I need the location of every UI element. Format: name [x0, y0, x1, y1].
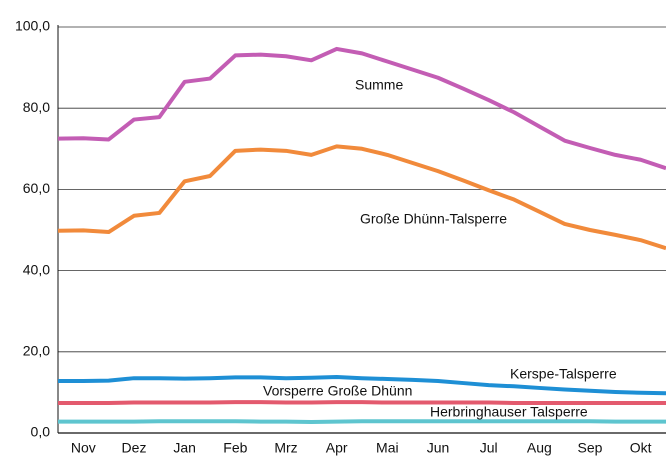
y-tick-label: 80,0 [23, 99, 50, 115]
x-tick-label: Jan [173, 440, 196, 456]
series-label: Summe [355, 77, 403, 93]
series-line [58, 374, 666, 396]
series-label: Vorsperre Große Dhünn [263, 383, 412, 399]
x-tick-label: Feb [223, 440, 247, 456]
series-label: Große Dhünn-Talsperre [360, 211, 507, 227]
x-tick-label: Apr [326, 440, 348, 456]
series-label: Kerspe-Talsperre [510, 366, 617, 382]
x-tick-label: Sep [578, 440, 603, 456]
x-tick-label: Jul [480, 440, 498, 456]
x-tick-label: Jun [427, 440, 450, 456]
x-tick-label: Dez [122, 440, 147, 456]
x-tick-label: Okt [630, 440, 652, 456]
x-tick-label: Nov [71, 440, 96, 456]
x-tick-label: Mrz [274, 440, 297, 456]
y-tick-label: 20,0 [23, 343, 50, 359]
y-tick-label: 40,0 [23, 261, 50, 277]
series-line [57, 144, 666, 251]
y-tick-label: 0,0 [31, 424, 51, 440]
series-label: Herbringhauser Talsperre [430, 404, 588, 420]
x-tick-label: Aug [527, 440, 552, 456]
y-tick-label: 100,0 [15, 18, 50, 34]
series-line [57, 46, 666, 171]
x-tick-label: Mai [376, 440, 399, 456]
series-line [58, 400, 666, 405]
y-tick-label: 60,0 [23, 180, 50, 196]
series-line [58, 419, 666, 425]
